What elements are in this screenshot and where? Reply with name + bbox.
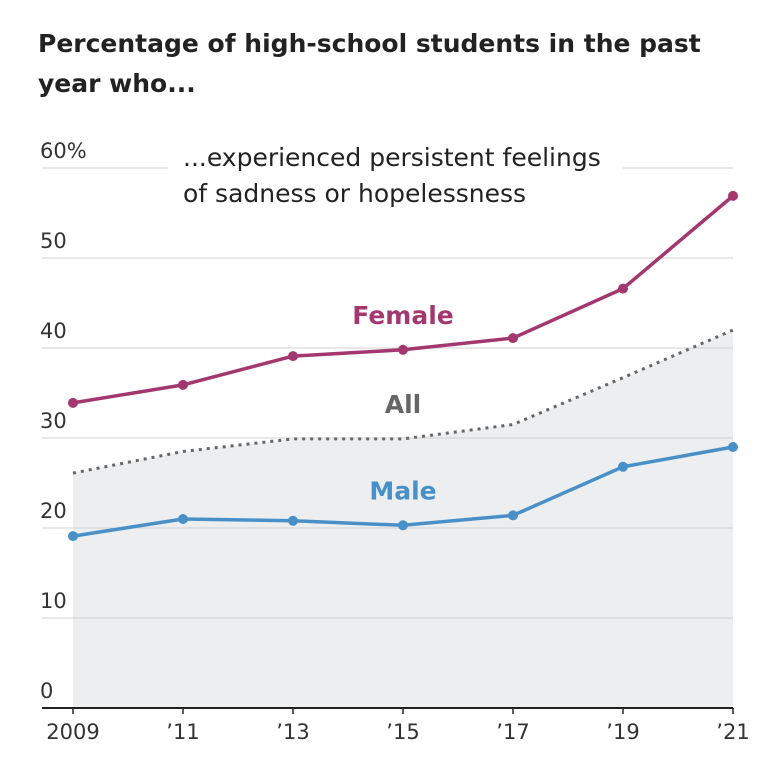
annotation: of sadness or hopelessness bbox=[183, 179, 526, 208]
chart-title: Percentage of high-school students in th… bbox=[38, 29, 701, 98]
point bbox=[398, 520, 408, 531]
x-tick-label: ’15 bbox=[386, 720, 419, 744]
y-tick-label: 10 bbox=[40, 589, 67, 613]
x-tick-label: ’17 bbox=[496, 720, 529, 744]
series-label: All bbox=[385, 390, 422, 419]
series-line bbox=[72, 328, 734, 475]
y-tick-label: 0 bbox=[40, 679, 53, 703]
point bbox=[728, 190, 738, 201]
point bbox=[618, 283, 628, 294]
x-tick-label: ’11 bbox=[166, 720, 199, 744]
series-label: Male bbox=[369, 476, 436, 505]
point bbox=[508, 333, 518, 344]
x-tick-label: ’19 bbox=[606, 720, 639, 744]
annotation: ...experienced persistent feelings bbox=[183, 143, 601, 172]
y-tick-label: 60% bbox=[40, 139, 87, 163]
y-tick-label: 20 bbox=[40, 499, 67, 523]
series-label: Female bbox=[352, 301, 453, 330]
annotation-background bbox=[168, 140, 623, 215]
x-tick-label: ’13 bbox=[276, 720, 309, 744]
point bbox=[68, 531, 78, 542]
area-fill bbox=[73, 330, 733, 708]
point bbox=[508, 510, 518, 521]
point bbox=[288, 515, 298, 526]
x-tick-label: 2009 bbox=[46, 720, 99, 744]
series-line bbox=[72, 194, 735, 405]
y-tick-label: 40 bbox=[40, 319, 67, 343]
point bbox=[728, 442, 738, 452]
point bbox=[178, 514, 188, 524]
point bbox=[618, 461, 628, 472]
point bbox=[398, 344, 408, 355]
y-tick-label: 50 bbox=[40, 229, 67, 253]
point bbox=[178, 379, 188, 390]
point bbox=[68, 397, 78, 408]
y-tick-label: 30 bbox=[40, 409, 67, 433]
x-tick-label: ’21 bbox=[716, 720, 749, 744]
point bbox=[288, 351, 298, 362]
